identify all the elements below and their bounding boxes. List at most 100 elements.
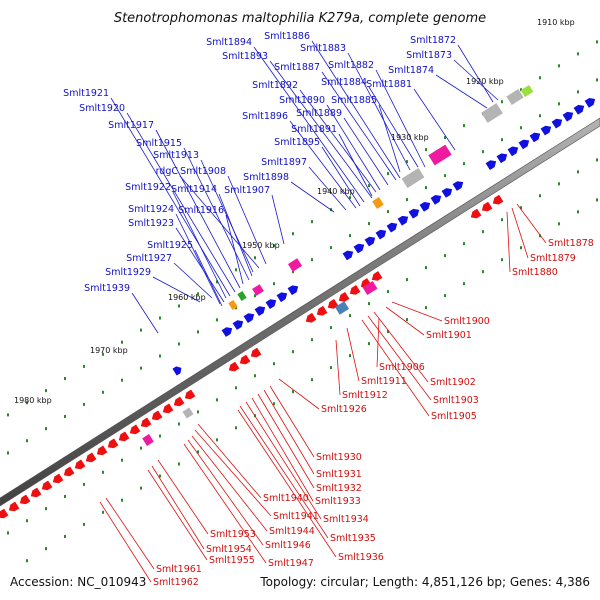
forward-callout-line bbox=[321, 71, 397, 181]
reverse-gene-arrow bbox=[371, 271, 383, 281]
scale-guide-dot bbox=[311, 220, 313, 224]
reverse-callout-line bbox=[335, 339, 341, 396]
forward-callout-line bbox=[200, 159, 254, 273]
scale-guide-dot bbox=[64, 377, 66, 381]
misc-feature bbox=[334, 301, 350, 315]
forward-gene-arrow bbox=[353, 243, 365, 254]
reverse-gene-label: Smlt1931 bbox=[316, 469, 362, 480]
pseudogene-feature bbox=[481, 103, 503, 123]
scale-guide-dot bbox=[311, 258, 313, 262]
forward-callout-line bbox=[311, 40, 401, 179]
reverse-gene-arrow bbox=[250, 347, 262, 358]
forward-gene-label: Smlt1882 bbox=[328, 60, 374, 71]
forward-gene-arrow bbox=[276, 292, 288, 303]
misc-feature bbox=[520, 84, 534, 98]
kbp-tick-labels: 1910 kbp 1920 kbp 1930 kbp 1940 kbp 1950 kbp… bbox=[14, 18, 575, 405]
reverse-callout-line bbox=[105, 497, 155, 570]
reverse-gene-label: Smlt1905 bbox=[431, 411, 477, 422]
scale-guide-dot bbox=[178, 304, 180, 308]
forward-gene-arrow bbox=[172, 366, 182, 376]
reverse-gene-label: Smlt1940 bbox=[263, 493, 309, 504]
scale-guide-dot bbox=[292, 350, 294, 354]
scale-guide-dot bbox=[349, 196, 351, 200]
forward-gene-arrow bbox=[243, 313, 255, 323]
reverse-gene-label: Smlt1932 bbox=[316, 483, 362, 494]
scale-guide-dot bbox=[235, 268, 237, 272]
reverse-gene-arrow bbox=[173, 396, 185, 407]
scale-guide-dot bbox=[83, 482, 85, 486]
forward-gene-label: Smlt1883 bbox=[300, 43, 346, 54]
scale-guide-dot bbox=[235, 386, 237, 390]
forward-gene-arrow bbox=[408, 208, 420, 219]
scale-guide-dot bbox=[482, 150, 484, 154]
reverse-gene-label: Smlt1911 bbox=[361, 376, 407, 387]
scale-guide-dot bbox=[425, 148, 427, 152]
reverse-gene-arrow bbox=[316, 305, 328, 316]
forward-gene-arrow bbox=[386, 222, 398, 233]
reverse-gene-label: Smlt1906 bbox=[379, 362, 425, 373]
forward-gene-label: Smlt1915 bbox=[136, 138, 182, 149]
scale-guide-dot bbox=[273, 244, 275, 248]
scale-guide-dot bbox=[520, 206, 522, 210]
reverse-callout-line bbox=[511, 207, 529, 259]
reverse-callout-line bbox=[183, 443, 267, 564]
genome-backbone bbox=[0, 117, 600, 507]
forward-callout-line bbox=[152, 276, 201, 303]
scale-guide-dot bbox=[596, 198, 598, 202]
scale-guide-dot bbox=[577, 210, 579, 214]
forward-callout-line bbox=[347, 52, 411, 171]
scale-guide-dot bbox=[45, 507, 47, 511]
gene-callout-lines bbox=[99, 40, 547, 583]
scale-guide-dot bbox=[406, 278, 408, 282]
reverse-callout-line bbox=[361, 319, 430, 417]
scale-guide-dot bbox=[254, 374, 256, 378]
scale-guide-dot bbox=[26, 439, 28, 443]
forward-gene-label: Smlt1889 bbox=[296, 108, 342, 119]
forward-callout-line bbox=[126, 112, 236, 293]
forward-gene-label: Smlt1881 bbox=[366, 79, 412, 90]
forward-gene-arrow bbox=[397, 215, 409, 226]
reverse-gene-arrow bbox=[85, 452, 97, 463]
scale-guide-dot bbox=[596, 40, 598, 44]
scale-guide-dot bbox=[539, 234, 541, 238]
kbp-tick-label: 1980 kbp bbox=[14, 396, 52, 405]
reverse-callout-line bbox=[391, 301, 443, 322]
scale-guide-dot bbox=[444, 254, 446, 258]
reverse-gene-arrow bbox=[74, 459, 86, 470]
scale-guide-dot bbox=[330, 326, 332, 330]
scale-guide-dot bbox=[444, 136, 446, 140]
scale-guide-dot bbox=[292, 390, 294, 394]
scale-guide-dot bbox=[501, 218, 503, 222]
reverse-gene-label: Smlt1933 bbox=[315, 496, 361, 507]
scale-guide-dot bbox=[83, 522, 85, 526]
forward-gene-label: rdgC bbox=[156, 166, 179, 177]
scale-guides bbox=[7, 40, 598, 563]
scale-guide-dot bbox=[178, 462, 180, 466]
scale-guide-dot bbox=[121, 458, 123, 462]
reverse-gene-label: Smlt1902 bbox=[430, 377, 476, 388]
scale-guide-dot bbox=[121, 498, 123, 502]
forward-gene-arrow bbox=[221, 327, 233, 337]
reverse-callout-line bbox=[239, 405, 329, 539]
scale-guide-dot bbox=[26, 401, 28, 405]
reverse-gene-arrow bbox=[481, 201, 493, 212]
scale-guide-dot bbox=[216, 438, 218, 442]
forward-callout-line bbox=[378, 104, 401, 173]
forward-callout-line bbox=[155, 129, 241, 289]
scale-guide-dot bbox=[197, 330, 199, 334]
reverse-gene-label: Smlt1954 bbox=[206, 544, 252, 555]
reverse-callout-line bbox=[197, 423, 262, 499]
reverse-gene-arrow bbox=[30, 487, 42, 498]
scale-guide-dot bbox=[463, 162, 465, 166]
rrna-feature bbox=[142, 434, 154, 446]
scale-guide-dot bbox=[387, 290, 389, 294]
reverse-callout-line bbox=[187, 439, 264, 546]
forward-callout-line bbox=[271, 194, 285, 245]
pseudogene-feature bbox=[401, 168, 425, 188]
reverse-callout-line bbox=[191, 435, 268, 532]
forward-callout-line bbox=[299, 89, 377, 193]
rrna-feature bbox=[362, 280, 378, 296]
scale-guide-dot bbox=[140, 486, 142, 490]
scale-guide-dot bbox=[7, 531, 9, 535]
